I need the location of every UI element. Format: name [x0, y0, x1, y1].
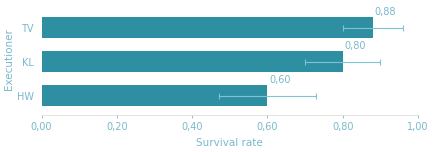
Bar [42, 51, 343, 73]
Y-axis label: Executioner: Executioner [4, 28, 14, 90]
Bar [42, 17, 373, 38]
Text: 0,60: 0,60 [269, 75, 291, 85]
Bar [42, 85, 268, 107]
Text: 0,80: 0,80 [345, 41, 366, 51]
Text: 0,88: 0,88 [375, 7, 396, 17]
X-axis label: Survival rate: Survival rate [197, 138, 263, 148]
